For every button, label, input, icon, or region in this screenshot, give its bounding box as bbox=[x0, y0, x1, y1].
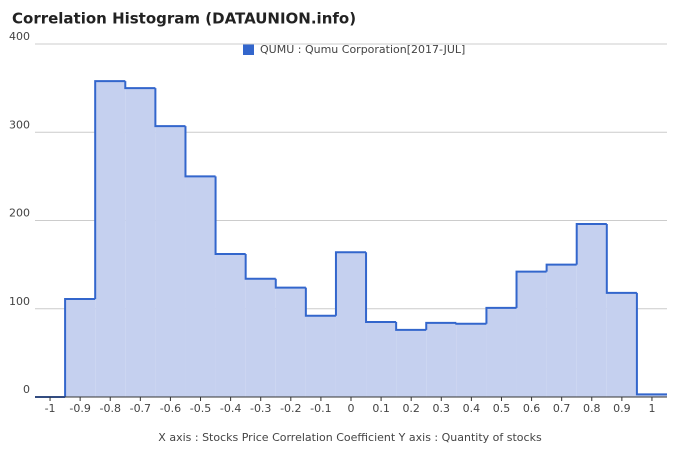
bar-outline bbox=[214, 176, 246, 256]
bar-outline bbox=[635, 292, 667, 396]
bar bbox=[185, 176, 216, 397]
bar bbox=[426, 322, 457, 397]
y-tick-label: 400 bbox=[9, 30, 30, 43]
bar-outline bbox=[244, 254, 276, 280]
bar bbox=[335, 252, 367, 397]
bar bbox=[456, 323, 487, 397]
bar-outline bbox=[575, 223, 607, 265]
x-tick-label: -0.4 bbox=[220, 402, 241, 415]
x-tick-label: 0.1 bbox=[372, 402, 390, 415]
x-tick-label: -0.9 bbox=[69, 402, 90, 415]
x-axis-label: X axis : Stocks Price Correlation Coeffi… bbox=[158, 431, 542, 444]
bar-outline bbox=[334, 251, 367, 316]
x-tick-label: -0.6 bbox=[160, 402, 181, 415]
bar-outline bbox=[94, 80, 126, 300]
bar bbox=[576, 224, 607, 397]
x-tick-label: 0.8 bbox=[583, 402, 601, 415]
bar bbox=[125, 88, 156, 397]
bar-outline bbox=[425, 321, 457, 330]
bar bbox=[396, 329, 427, 397]
bar-outline bbox=[485, 306, 517, 324]
x-tick-label: 0.6 bbox=[523, 402, 541, 415]
legend-label: QUMU : Qumu Corporation[2017-JUL] bbox=[260, 43, 465, 56]
bar-outline bbox=[274, 278, 306, 289]
bar bbox=[65, 299, 96, 397]
x-tick-label: 0.7 bbox=[553, 402, 571, 415]
x-tick-label: -1 bbox=[45, 402, 56, 415]
x-tick-label: -0.5 bbox=[190, 402, 211, 415]
bar bbox=[95, 81, 126, 397]
bar bbox=[486, 307, 517, 397]
x-tick-label: 1 bbox=[648, 402, 655, 415]
x-tick-label: -0.2 bbox=[280, 402, 301, 415]
bar-outline bbox=[184, 126, 216, 178]
y-tick-label: 0 bbox=[23, 383, 30, 396]
bar bbox=[546, 264, 577, 397]
bar bbox=[636, 394, 667, 397]
legend-swatch bbox=[243, 44, 254, 55]
bar-outline bbox=[515, 270, 547, 308]
y-tick-label: 200 bbox=[9, 207, 30, 220]
bar bbox=[606, 292, 637, 397]
bar bbox=[516, 271, 547, 397]
bar-outline bbox=[365, 252, 397, 323]
x-tick-label: 0 bbox=[348, 402, 355, 415]
bar bbox=[305, 315, 336, 397]
bar-outline bbox=[395, 321, 427, 331]
bar bbox=[215, 254, 246, 397]
x-tick-label: 0.4 bbox=[463, 402, 481, 415]
y-tick-label: 100 bbox=[9, 295, 30, 308]
bar-outline bbox=[124, 81, 156, 90]
x-tick-label: 0.9 bbox=[613, 402, 631, 415]
chart-title: Correlation Histogram (DATAUNION.info) bbox=[12, 10, 356, 28]
bar-outline bbox=[605, 224, 637, 294]
x-tick-label: -0.3 bbox=[250, 402, 271, 415]
bar-outline bbox=[455, 322, 487, 325]
bar-outline bbox=[304, 287, 336, 317]
x-tick-label: 0.2 bbox=[402, 402, 420, 415]
x-tick-label: 0.3 bbox=[433, 402, 451, 415]
x-tick-label: 0.5 bbox=[493, 402, 511, 415]
x-tick-label: -0.7 bbox=[130, 402, 151, 415]
x-tick-label: -0.8 bbox=[100, 402, 121, 415]
bar-outline bbox=[154, 88, 186, 128]
bar-outline bbox=[64, 298, 96, 397]
bar bbox=[275, 287, 306, 397]
bar bbox=[366, 321, 397, 397]
bar bbox=[155, 126, 186, 397]
x-tick-label: -0.1 bbox=[310, 402, 331, 415]
bar-outline bbox=[545, 263, 577, 272]
bar bbox=[245, 278, 276, 397]
y-tick-label: 300 bbox=[9, 118, 30, 131]
